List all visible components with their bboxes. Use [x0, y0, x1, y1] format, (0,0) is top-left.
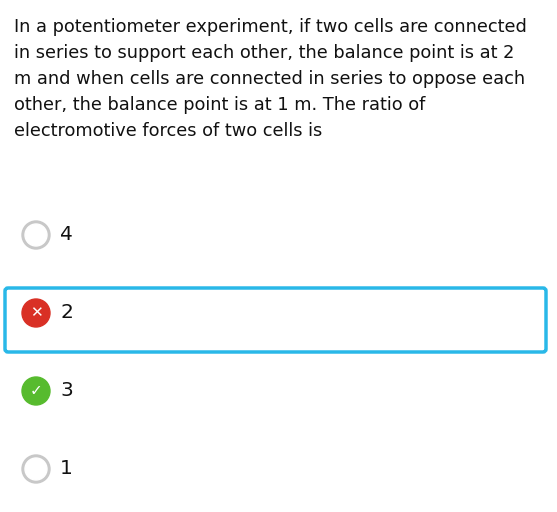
Text: electromotive forces of two cells is: electromotive forces of two cells is: [14, 122, 323, 140]
Circle shape: [22, 221, 50, 249]
FancyBboxPatch shape: [5, 288, 546, 352]
Circle shape: [25, 224, 47, 246]
Text: 1: 1: [60, 459, 73, 479]
Text: 2: 2: [60, 304, 73, 323]
Text: ✓: ✓: [30, 383, 42, 398]
Text: ✕: ✕: [30, 306, 42, 321]
Text: in series to support each other, the balance point is at 2: in series to support each other, the bal…: [14, 44, 514, 62]
Circle shape: [25, 458, 47, 480]
Text: 3: 3: [60, 381, 73, 400]
Text: In a potentiometer experiment, if two cells are connected: In a potentiometer experiment, if two ce…: [14, 18, 527, 36]
Text: m and when cells are connected in series to oppose each: m and when cells are connected in series…: [14, 70, 525, 88]
Circle shape: [22, 377, 50, 405]
Text: other, the balance point is at 1 m. The ratio of: other, the balance point is at 1 m. The …: [14, 96, 426, 114]
Circle shape: [22, 299, 50, 327]
Circle shape: [22, 455, 50, 483]
Text: 4: 4: [60, 225, 73, 245]
